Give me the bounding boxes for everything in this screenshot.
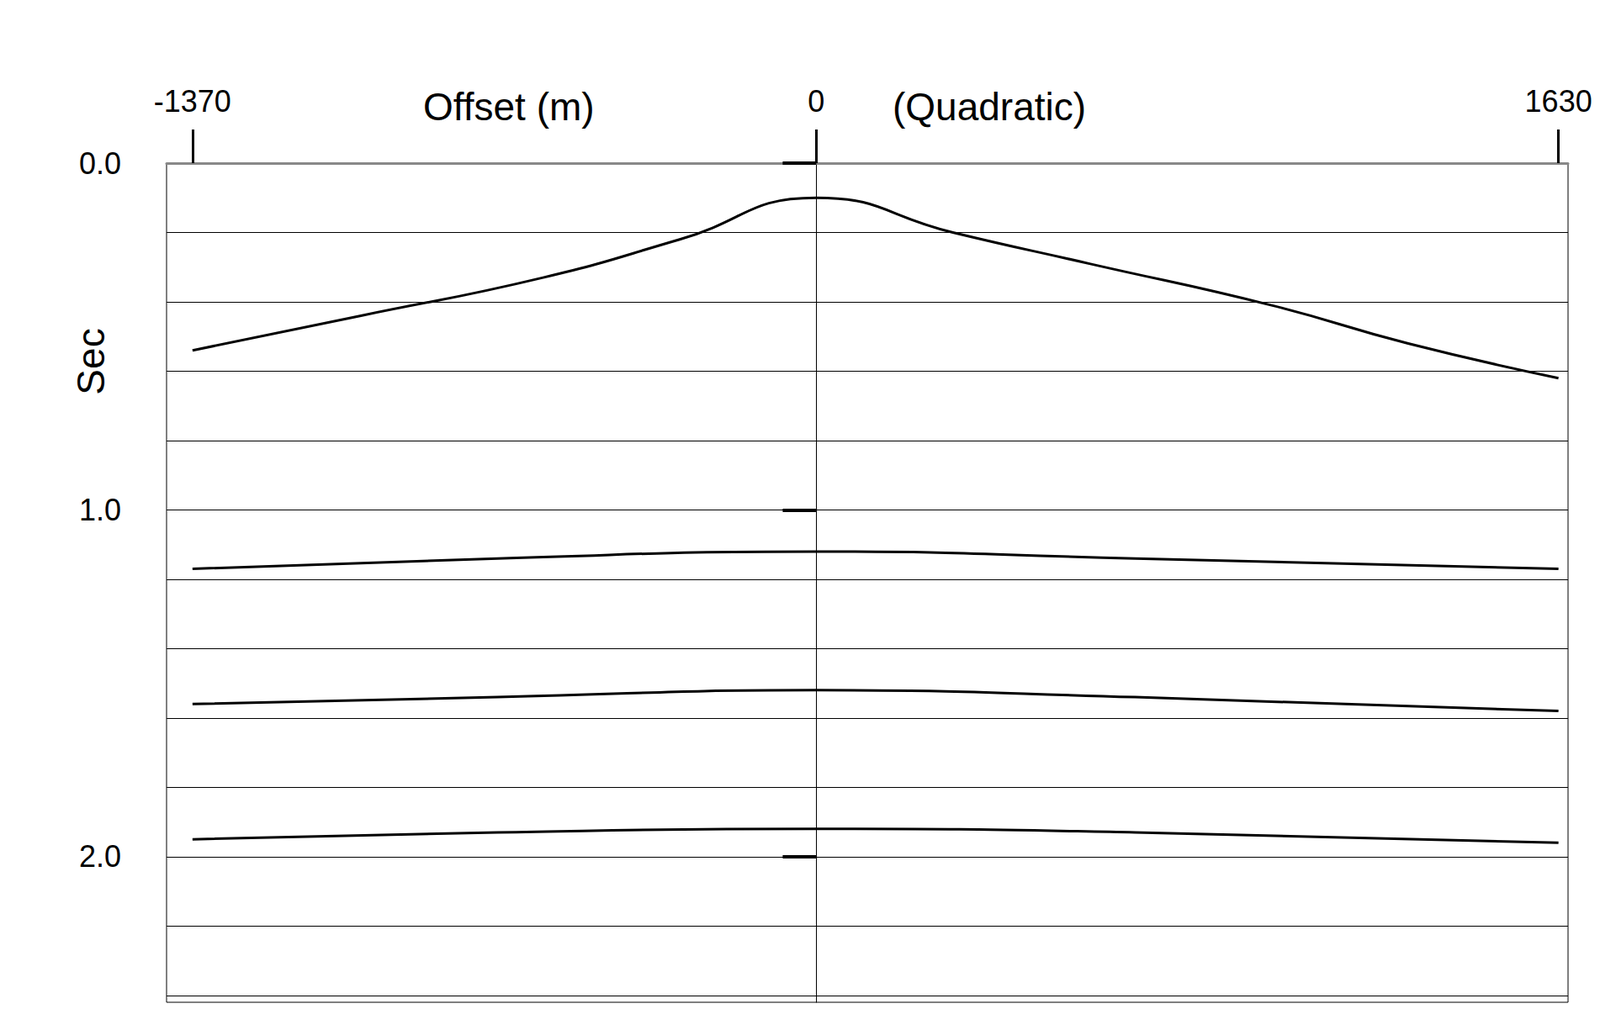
svg-text:1630: 1630 [1525, 84, 1593, 119]
svg-text:0: 0 [807, 84, 825, 119]
svg-text:Offset (m): Offset (m) [423, 84, 595, 129]
svg-text:1.0: 1.0 [79, 492, 122, 528]
svg-text:Sec: Sec [68, 328, 113, 395]
svg-text:2.0: 2.0 [79, 839, 122, 875]
svg-text:0.0: 0.0 [79, 146, 122, 181]
svg-text:-1370: -1370 [153, 84, 232, 119]
svg-text:(Quadratic): (Quadratic) [892, 84, 1087, 129]
